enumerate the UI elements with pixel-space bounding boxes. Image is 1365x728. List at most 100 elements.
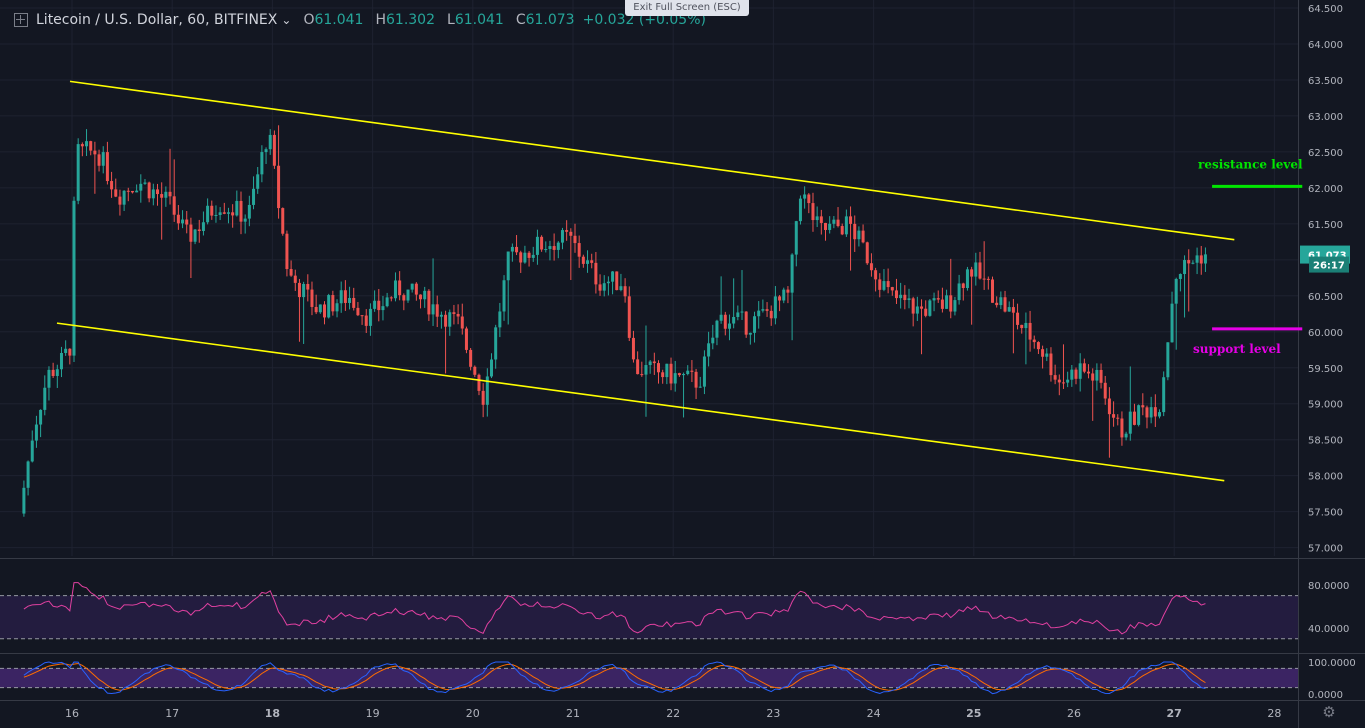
candle-body <box>953 300 957 312</box>
candle-body <box>1045 353 1049 357</box>
candle-body <box>890 287 894 291</box>
candle-body <box>1078 363 1082 379</box>
candle-body <box>577 243 581 257</box>
candle-body <box>548 246 552 250</box>
candle-body <box>130 190 134 193</box>
candle-body <box>936 298 940 300</box>
candle-body <box>928 300 932 316</box>
candle-body <box>1003 297 1007 312</box>
candle-body <box>101 152 105 166</box>
candle-body <box>924 308 928 316</box>
candle-body <box>139 183 143 191</box>
candle-body <box>1032 339 1036 343</box>
candle-body <box>277 165 281 209</box>
candle-body <box>540 236 544 250</box>
candle-body <box>398 280 402 296</box>
low-value: 61.041 <box>454 12 504 28</box>
candle-body <box>623 286 627 297</box>
candle-body <box>126 190 130 192</box>
candle-body <box>72 200 76 356</box>
price-tick-label: 60.000 <box>1308 328 1343 339</box>
candle-body <box>306 283 310 290</box>
chevron-down-icon[interactable]: ⌄ <box>281 13 292 27</box>
candle-body <box>34 424 38 441</box>
candle-body <box>1103 382 1107 399</box>
candle-body <box>118 196 122 205</box>
stoch-tick-label: 0.0000 <box>1308 690 1343 701</box>
candle-body <box>469 349 473 367</box>
candle-body <box>510 246 514 252</box>
candle-body <box>527 252 531 258</box>
candle-body <box>757 310 761 317</box>
candle-body <box>327 295 331 318</box>
candle-body <box>1120 418 1124 438</box>
candle-body <box>644 365 648 375</box>
candle-body <box>782 289 786 301</box>
candle-body <box>723 314 727 329</box>
candle-body <box>360 315 364 317</box>
candle-body <box>631 337 635 360</box>
candle-body <box>1091 373 1095 381</box>
exit-fullscreen-button[interactable]: Exit Full Screen (ESC) <box>625 0 749 16</box>
candle-body <box>911 298 915 314</box>
candle-body <box>1149 407 1153 418</box>
candle-body <box>506 251 510 281</box>
candle-body <box>314 306 318 313</box>
candle-body <box>222 212 226 214</box>
candle-body <box>920 306 924 309</box>
candle-body <box>189 224 193 242</box>
candle-body <box>373 300 377 309</box>
candle-body <box>995 302 999 306</box>
candle-body <box>761 309 765 311</box>
candle-body <box>181 219 185 224</box>
time-tick-label: 16 <box>65 707 79 720</box>
candle-body <box>778 296 782 301</box>
candle-body <box>1166 342 1170 378</box>
candle-body <box>343 290 347 303</box>
candle-body <box>64 348 68 353</box>
candle-body <box>894 290 898 299</box>
candle-body <box>402 295 406 301</box>
price-tick-label: 57.000 <box>1308 544 1343 555</box>
candle-body <box>477 374 481 391</box>
candle-body <box>393 280 397 299</box>
candle-body <box>523 252 527 263</box>
candle-body <box>502 280 506 312</box>
candle-body <box>389 297 393 299</box>
candle-body <box>289 269 293 276</box>
candle-body <box>1170 303 1174 343</box>
candle-body <box>1141 405 1145 408</box>
gear-icon[interactable]: ⚙ <box>1322 703 1336 721</box>
candle-body <box>611 271 615 282</box>
candle-body <box>352 297 356 308</box>
time-tick-label: 18 <box>265 707 280 720</box>
candle-body <box>1112 414 1116 418</box>
candle-body <box>297 282 301 298</box>
candle-body <box>1174 278 1178 304</box>
candle-body <box>903 294 907 301</box>
candle-body <box>1011 307 1015 313</box>
candle-body <box>552 246 556 250</box>
time-tick-label: 20 <box>466 707 480 720</box>
candle-body <box>1087 371 1091 374</box>
high-value: 61.302 <box>386 12 435 28</box>
candle-body <box>172 196 176 215</box>
candle-body <box>1183 260 1187 275</box>
price-tick-label: 63.500 <box>1308 76 1343 87</box>
candle-body <box>531 254 535 258</box>
expand-icon[interactable] <box>14 13 28 27</box>
candle-body <box>201 222 205 232</box>
symbol-title[interactable]: Litecoin / U.S. Dollar, 60, BITFINEX <box>36 12 278 28</box>
candle-body <box>143 182 147 184</box>
candle-body <box>1020 324 1024 329</box>
candle-body <box>494 327 498 360</box>
candle-body <box>490 359 494 377</box>
candle-body <box>260 152 264 175</box>
candle-body <box>210 205 214 216</box>
candle-body <box>498 311 502 328</box>
time-tick-label: 21 <box>566 707 580 720</box>
price-tick-label: 58.000 <box>1308 472 1343 483</box>
candle-body <box>727 323 731 329</box>
candle-body <box>715 320 719 338</box>
